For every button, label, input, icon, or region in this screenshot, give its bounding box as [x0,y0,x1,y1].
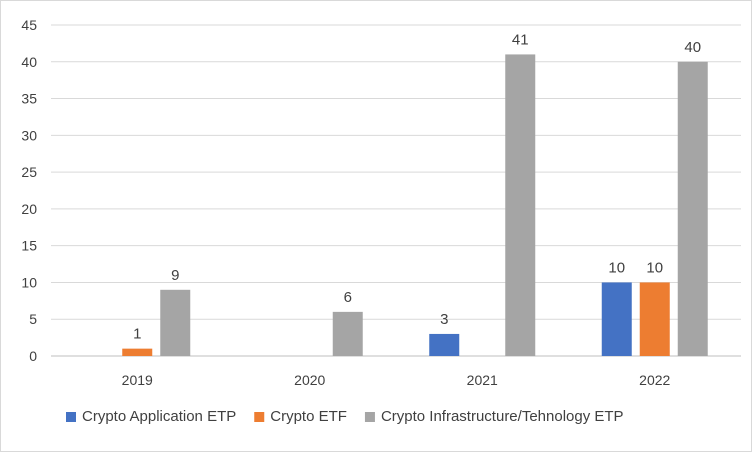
legend-swatch [364,412,375,422]
x-tick-label: 2019 [122,372,153,388]
legend-label: Crypto Application ETP [82,408,236,425]
legend-swatch [66,412,76,422]
gridlines [51,24,741,357]
data-label: 1 [133,326,141,343]
data-label: 10 [608,259,625,276]
y-tick-label: 30 [21,127,37,143]
data-label: 9 [171,267,179,284]
data-label: 40 [684,39,701,56]
data-label: 6 [344,289,352,306]
y-tick-label: 10 [21,274,37,290]
x-axis: 2019 2020 2021 2022 [122,372,671,388]
x-tick-label: 2021 [467,372,498,388]
x-tick-label: 2022 [639,372,670,388]
bar [429,333,460,356]
bar [332,311,363,356]
bar [601,282,632,356]
legend-swatch [254,412,265,422]
data-labels: 1 9 6 3 41 10 10 40 [133,31,701,342]
y-tick-label: 35 [21,91,37,107]
x-tick-label: 2020 [294,372,325,388]
data-label: 41 [512,31,529,48]
y-tick-label: 45 [21,17,37,33]
bar [505,54,536,357]
data-label: 3 [440,311,448,328]
y-tick-label: 15 [21,238,37,254]
y-tick-label: 40 [21,54,37,70]
y-tick-label: 20 [21,201,37,217]
y-axis: 0 5 10 15 20 25 30 35 40 45 [21,17,37,364]
legend-label: Crypto ETF [270,408,347,425]
y-tick-label: 5 [29,311,37,327]
bars [122,54,708,357]
data-label: 10 [646,259,663,276]
legend-label: Crypto Infrastructure/Tehnology ETP [381,408,624,425]
legend: Crypto Application ETP Crypto ETF Crypto I… [66,408,624,425]
y-tick-label: 0 [29,348,37,364]
bar [677,61,708,357]
bar [160,289,191,356]
bar [122,348,153,356]
y-tick-label: 25 [21,164,37,180]
bar [639,282,670,356]
